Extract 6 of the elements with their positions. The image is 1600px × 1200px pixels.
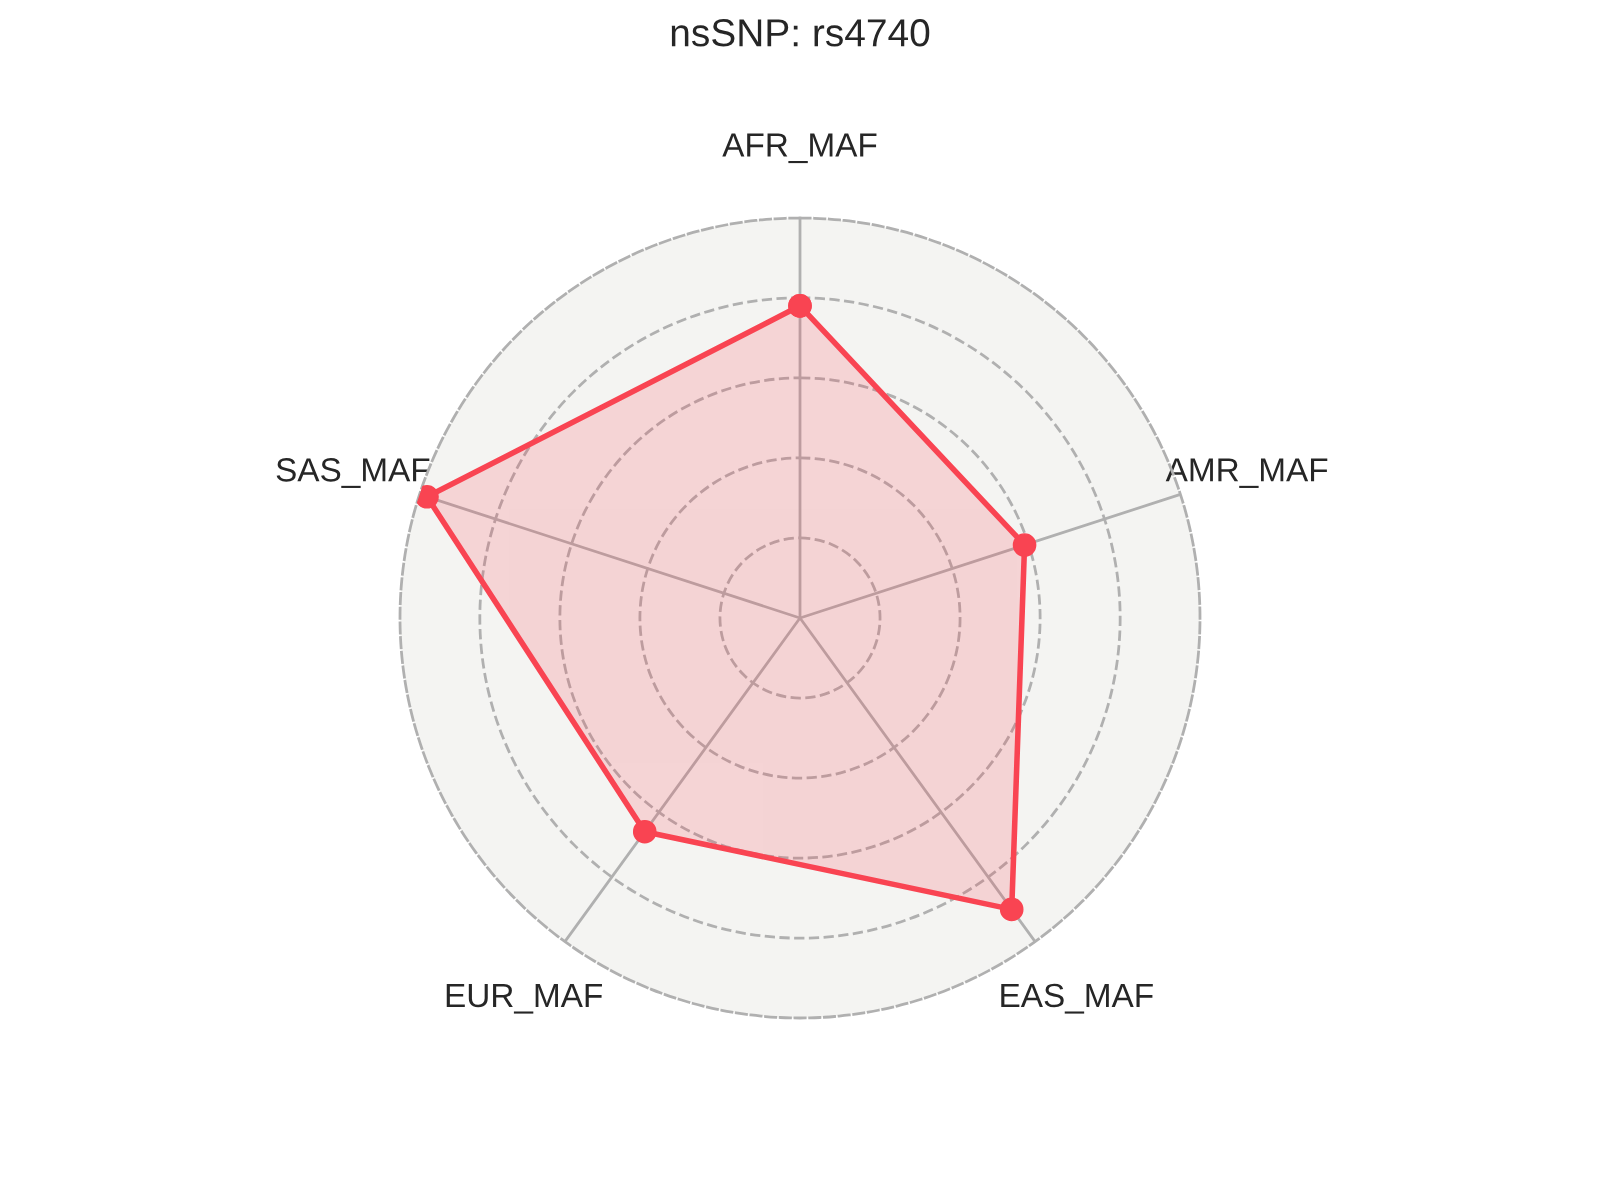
spoke-label: EUR_MAF [446, 984, 602, 1014]
chart-title: nsSNP: rs4740 [671, 19, 930, 47]
spoke-label: SAS_MAF [276, 458, 430, 488]
spoke-label: AFR_MAF [722, 133, 877, 164]
spoke-label: AMR_MAF [1165, 458, 1328, 488]
spoke-label: EAS_MAF [1001, 983, 1153, 1014]
